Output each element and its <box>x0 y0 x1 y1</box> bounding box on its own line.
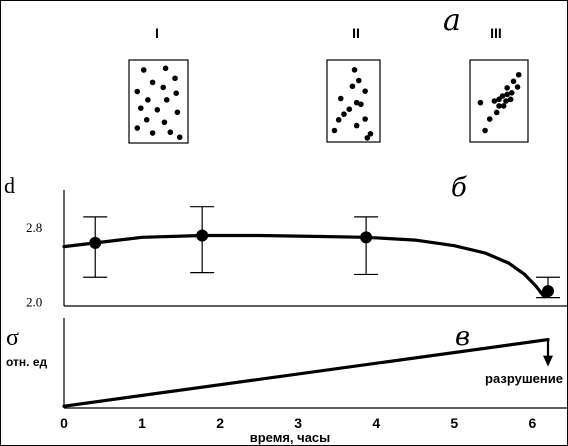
dist-box-1 <box>128 59 189 144</box>
b-data-point <box>196 229 209 242</box>
dist-dot <box>514 84 521 90</box>
panel-a: а I II III <box>128 3 529 144</box>
dist-dot <box>349 83 356 90</box>
dist-dot <box>341 111 347 117</box>
dist-dot <box>172 75 178 82</box>
panel-c: σ отн. ед в разрушение 0 1 2 3 4 5 6 вре… <box>6 318 568 445</box>
dist-box-3 <box>469 59 529 143</box>
dist-dot <box>176 134 183 140</box>
dist-dot <box>362 116 368 122</box>
dist-dot <box>367 131 374 137</box>
dist-dot <box>351 67 358 73</box>
dist-dot <box>356 77 362 84</box>
dist-dot <box>515 71 522 78</box>
panel-b: d б 2.8 2.0 <box>4 173 568 309</box>
c-xlabel: время, часы <box>250 430 331 445</box>
dist-dot <box>149 130 156 136</box>
dist-dot <box>508 90 515 96</box>
c-xtick-label: 4 <box>372 415 380 431</box>
dist-dot <box>507 96 514 103</box>
c-failure-arrowhead <box>543 355 553 367</box>
panel-label-c: в <box>455 322 470 352</box>
dist-dot <box>346 106 353 112</box>
ylabel-sigma-unit: отн. ед <box>6 355 47 369</box>
dist-dot <box>335 117 342 123</box>
dist-dot <box>337 95 344 102</box>
c-x-ticks: 0 1 2 3 4 5 6 <box>60 415 536 431</box>
dist-dot <box>143 116 150 123</box>
dist-dot <box>161 119 168 126</box>
dist-dot <box>504 91 510 98</box>
dist-dot <box>353 99 360 106</box>
c-xtick-label: 6 <box>528 415 536 431</box>
c-load-line <box>62 338 550 408</box>
dist-dot <box>503 98 509 104</box>
dist-dot <box>134 125 141 131</box>
panel-label-b: б <box>451 173 467 203</box>
dist-title-3: III <box>490 25 502 41</box>
dist-dot <box>500 103 507 109</box>
dist-dot <box>167 129 174 136</box>
dist-dot <box>149 79 156 86</box>
dist-dots <box>134 65 522 141</box>
dist-dot <box>486 116 493 122</box>
c-xtick-label: 2 <box>216 415 224 431</box>
b-data-point <box>542 285 554 298</box>
dist-title-1: I <box>155 25 159 41</box>
dist-dot <box>493 109 500 116</box>
b-data-point <box>360 231 373 244</box>
dist-dot <box>163 97 170 103</box>
b-data-point <box>89 236 102 249</box>
c-xtick-label: 3 <box>294 415 302 431</box>
dist-dot <box>362 88 368 94</box>
ylabel-d: d <box>4 173 15 198</box>
dist-dot <box>138 105 144 111</box>
b-ytick-label: 2.0 <box>26 294 42 309</box>
dist-dot <box>496 96 502 103</box>
c-xtick-label: 1 <box>138 415 146 431</box>
dist-dot <box>358 101 364 108</box>
dist-dot <box>482 127 488 134</box>
dist-dot <box>154 107 161 113</box>
c-xtick-label: 5 <box>450 415 458 431</box>
dist-box-2 <box>326 59 381 143</box>
dist-dot <box>510 78 517 85</box>
dist-dot <box>145 97 151 103</box>
b-ytick-label: 2.8 <box>26 220 42 235</box>
b-points <box>83 206 560 299</box>
dist-dot <box>140 67 147 73</box>
b-trend-curve <box>62 233 546 299</box>
ylabel-sigma: σ <box>6 325 19 351</box>
dist-dot <box>499 93 506 99</box>
dist-dot <box>331 127 338 134</box>
dist-dot <box>477 99 484 106</box>
dist-title-2: II <box>352 25 360 41</box>
panel-label-a: а <box>443 3 461 38</box>
c-xtick-label: 0 <box>60 415 68 431</box>
dist-dot <box>491 98 498 104</box>
c-failure-annotation: разрушение <box>485 371 563 386</box>
dist-dot <box>134 88 141 95</box>
dist-dot <box>173 90 179 96</box>
dist-dot <box>496 103 502 109</box>
dist-dot <box>162 65 169 72</box>
dist-dot <box>364 135 371 141</box>
dist-dot <box>160 84 167 91</box>
dist-dot <box>504 85 510 91</box>
dist-dot <box>174 109 181 116</box>
dist-dot <box>353 122 360 129</box>
